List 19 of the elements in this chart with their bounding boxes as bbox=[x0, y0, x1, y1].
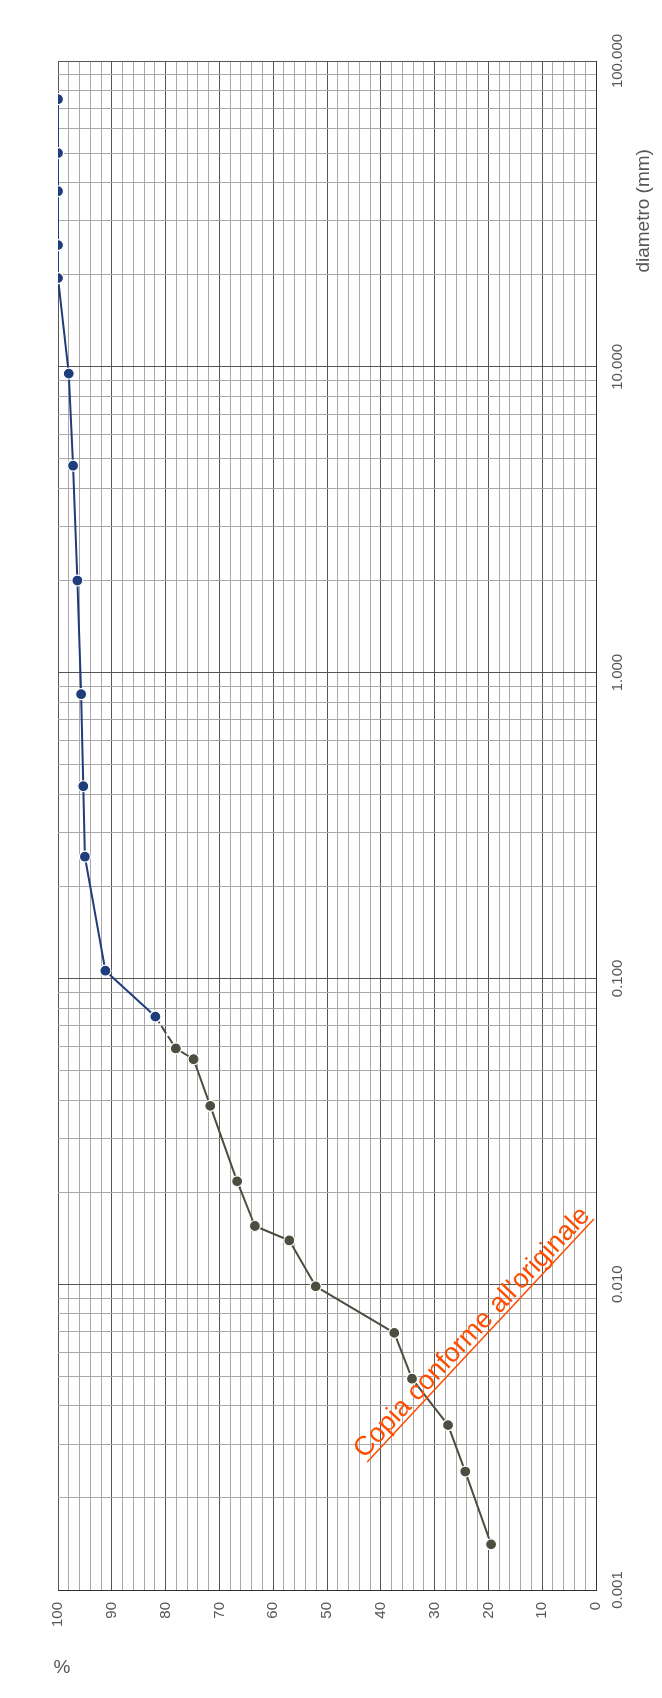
x-tick-label: 90 bbox=[101, 1602, 119, 1619]
y-tick-label: 10.000 bbox=[608, 343, 626, 390]
y-axis-title: diametro (mm) bbox=[632, 149, 654, 273]
x-tick-label: 80 bbox=[155, 1602, 173, 1619]
x-tick-label: 20 bbox=[478, 1602, 496, 1619]
x-tick-label: 60 bbox=[263, 1602, 281, 1619]
y-tick-label: 1.000 bbox=[608, 653, 626, 692]
x-tick-label: 50 bbox=[317, 1602, 335, 1619]
y-tick-label: 100.000 bbox=[608, 33, 626, 89]
x-tick-label: 70 bbox=[209, 1602, 227, 1619]
x-axis-title: % bbox=[53, 1656, 71, 1678]
y-tick-label: 0.010 bbox=[608, 1265, 626, 1303]
x-tick-label: 100 bbox=[48, 1602, 66, 1628]
y-tick-label: 0.100 bbox=[608, 959, 626, 998]
x-tick-label: 0 bbox=[586, 1602, 604, 1611]
x-tick-label: 40 bbox=[370, 1602, 388, 1619]
x-tick-label: 10 bbox=[532, 1602, 550, 1619]
y-tick-label: 0.001 bbox=[608, 1571, 626, 1609]
x-tick-label: 30 bbox=[424, 1602, 442, 1619]
